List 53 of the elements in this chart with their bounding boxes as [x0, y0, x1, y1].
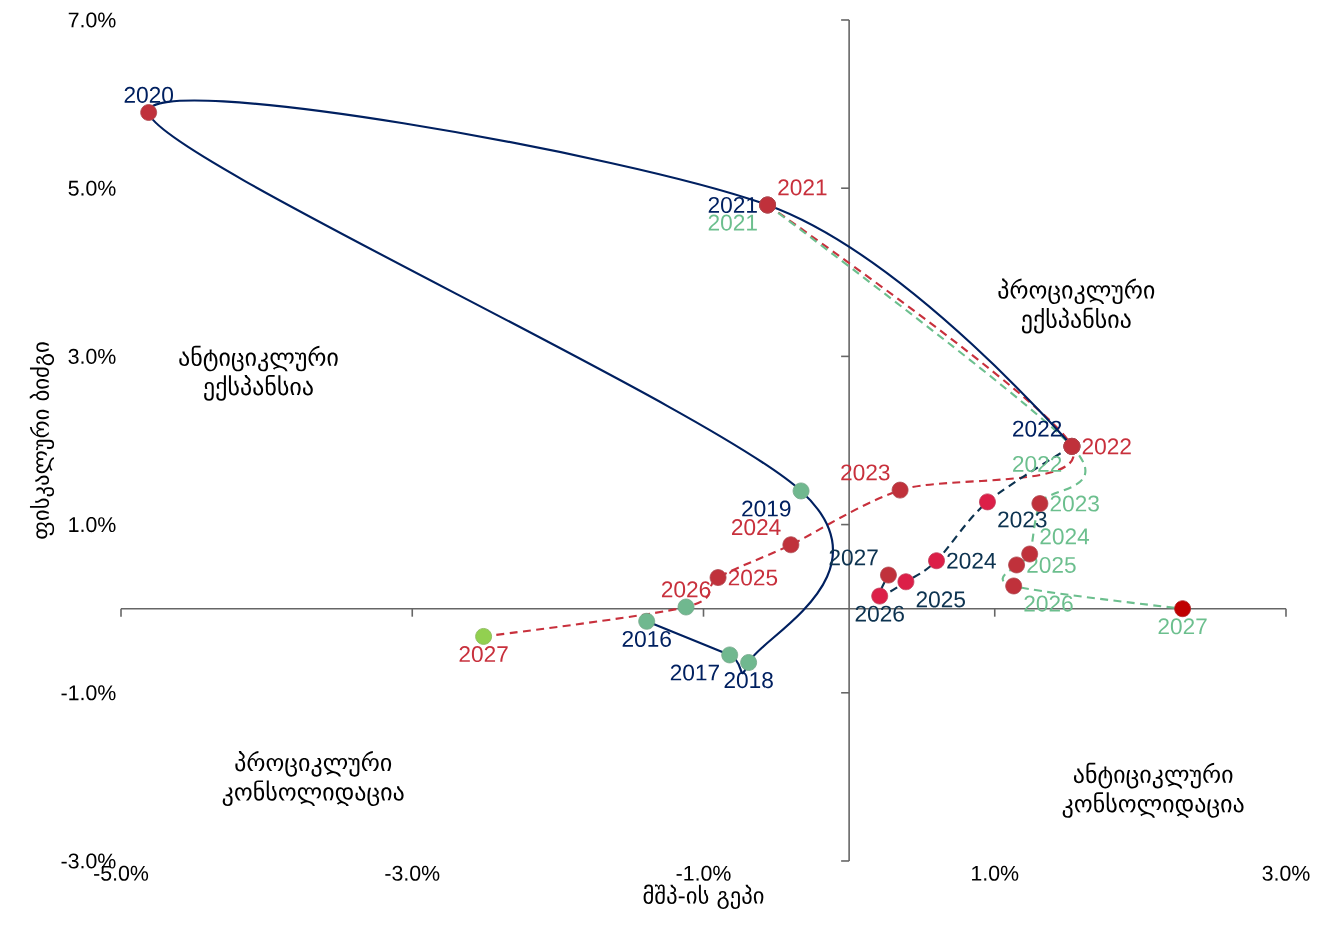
annotation: 2017 — [670, 664, 719, 681]
point — [1031, 495, 1049, 512]
annotation: 2022 — [1082, 438, 1131, 455]
x-tick-label: 3.0% — [1262, 865, 1310, 881]
point — [891, 481, 909, 499]
annotation: 2022 — [1013, 455, 1062, 473]
point — [1174, 600, 1191, 618]
point — [782, 536, 800, 554]
annotation: 2026 — [1024, 595, 1073, 612]
point — [928, 552, 945, 570]
point — [1005, 577, 1023, 595]
annotation: 2026 — [855, 605, 904, 622]
y-tick-label: 1.0% — [69, 517, 116, 533]
annotation: 2024 — [947, 552, 996, 569]
annotation: 2025 — [916, 591, 965, 608]
annotation: პროციკლური ექსპანსია — [998, 278, 1155, 334]
point — [721, 646, 739, 664]
annotation: 2020 — [124, 86, 173, 103]
y-tick-label: -1.0% — [61, 685, 116, 701]
point — [897, 573, 915, 591]
y-tick-label: 5.0% — [68, 180, 116, 196]
annotation: ანტიციკლური კონსოლიდაცია — [1062, 762, 1244, 818]
annotation: 2021 — [708, 196, 757, 214]
annotation: 2026 — [661, 581, 711, 598]
annotation: 2023 — [998, 511, 1047, 528]
annotation: 2023 — [1050, 495, 1099, 512]
annotation: 2018 — [724, 672, 773, 689]
annotation: 2024 — [732, 519, 781, 536]
point — [979, 493, 996, 511]
point — [740, 654, 758, 671]
annotation: 2019 — [742, 500, 791, 517]
annotation: ანტიციკლური ექსპანსია — [179, 345, 338, 401]
point — [871, 587, 889, 605]
annotation: პროციკლური კონსოლიდაცია — [222, 751, 404, 807]
point — [1008, 556, 1025, 574]
y-tick-label: 3.0% — [68, 348, 116, 364]
x-tick-label: -3.0% — [385, 865, 440, 881]
annotation: 2025 — [728, 569, 778, 586]
x-tick-label: 1.0% — [972, 865, 1019, 881]
annotation: 2024 — [1040, 528, 1090, 545]
point — [709, 569, 727, 586]
annotation: 2027 — [459, 646, 508, 663]
point — [792, 482, 810, 500]
point — [475, 628, 493, 645]
annotation: 2016 — [622, 630, 671, 647]
point — [638, 612, 656, 630]
x-axis-title: მშპ-ის გეპი — [643, 884, 764, 909]
annotation: 2021 — [778, 179, 827, 196]
annotation: 2027 — [1158, 618, 1207, 635]
y-axis-title: ფისკალური ბიძგი — [29, 342, 55, 539]
x-tick-label: -1.0% — [676, 865, 731, 881]
y-tick-label: 7.0% — [68, 12, 116, 28]
annotation: 2021 — [708, 214, 757, 231]
